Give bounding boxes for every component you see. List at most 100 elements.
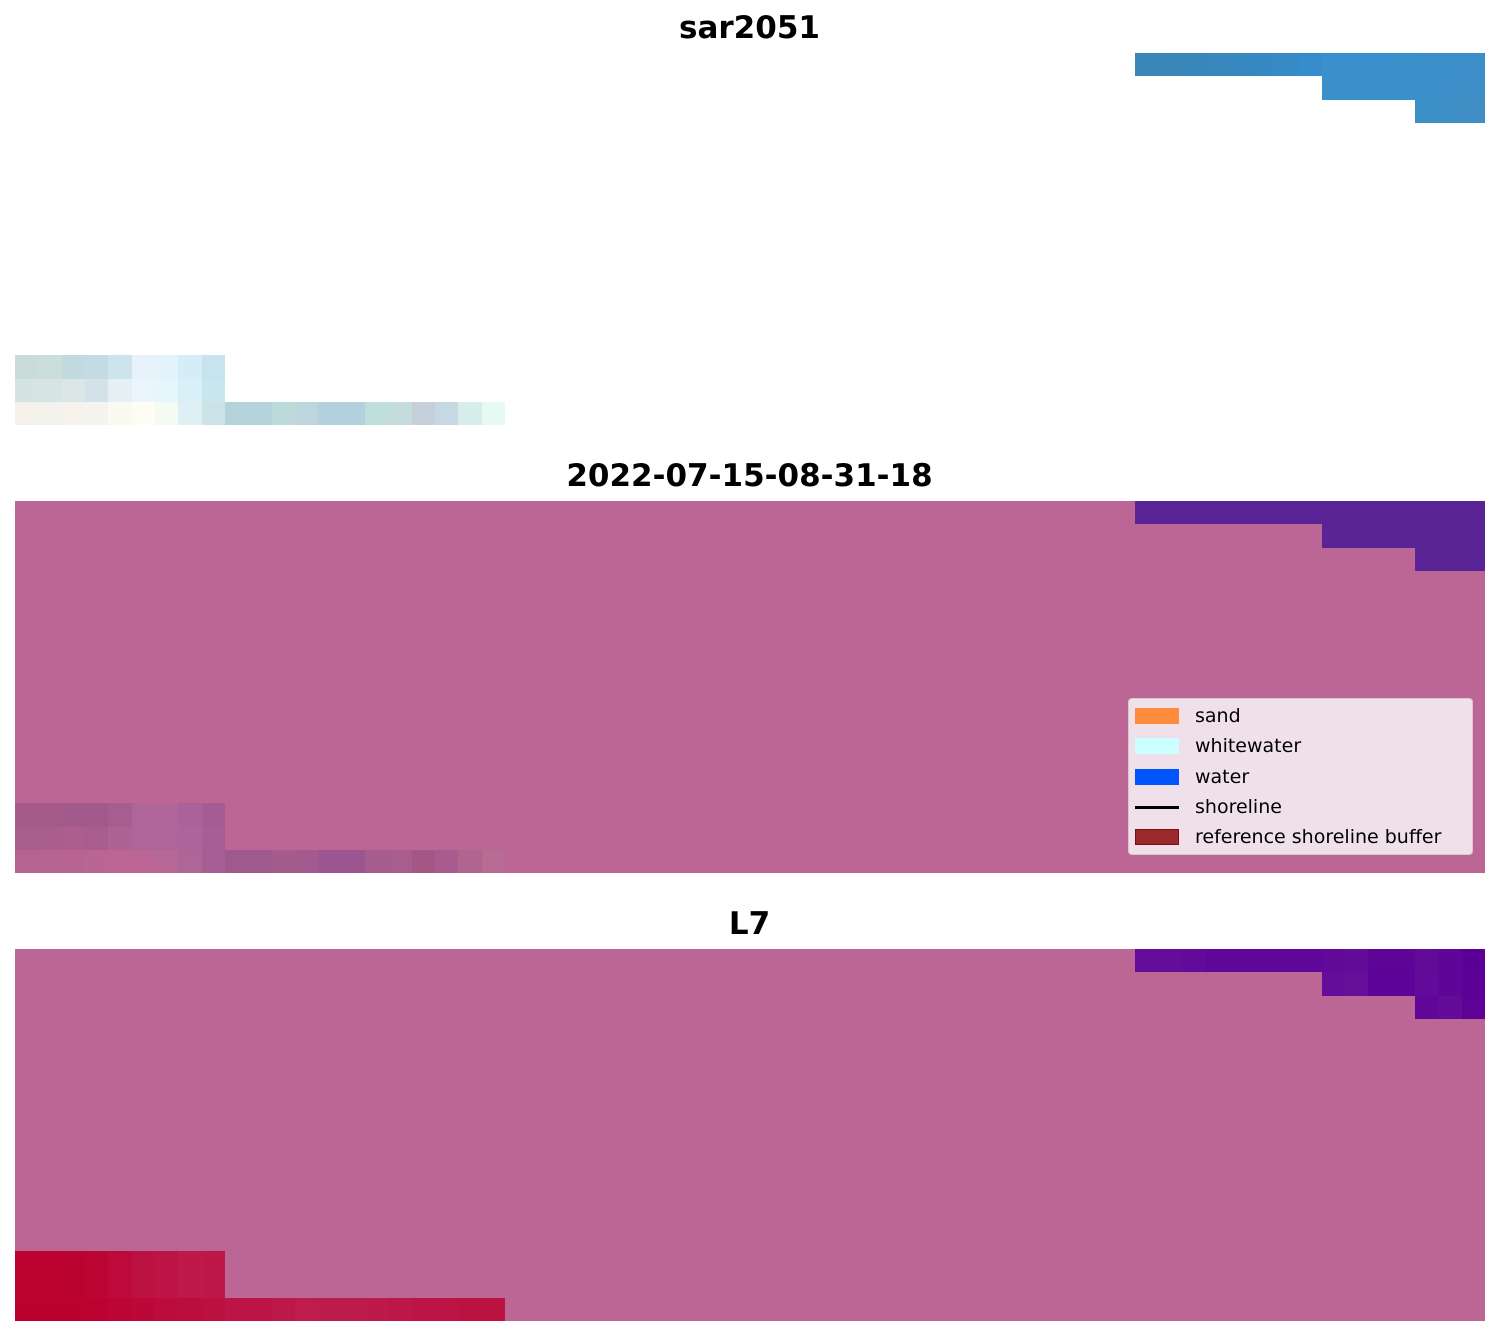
pixel-cell bbox=[15, 402, 38, 425]
pixel-cell bbox=[1182, 501, 1205, 524]
legend-label: reference shoreline buffer bbox=[1195, 826, 1442, 848]
pixel-cell bbox=[1368, 949, 1392, 972]
pixel-cell bbox=[1228, 501, 1252, 524]
pixel-cell bbox=[62, 1251, 85, 1275]
pixel-cell bbox=[155, 379, 178, 402]
pixel-cell bbox=[225, 402, 248, 425]
pixel-cell bbox=[178, 803, 202, 827]
pixel-cell bbox=[38, 355, 62, 379]
pixel-cell bbox=[318, 402, 342, 425]
pixel-cell bbox=[1438, 76, 1462, 100]
pixel-cell bbox=[1438, 501, 1462, 524]
buffer-swatch-icon bbox=[1135, 829, 1179, 845]
pixel-cell bbox=[15, 827, 38, 850]
pixel-cell bbox=[1158, 949, 1182, 972]
pixel-cell bbox=[1322, 76, 1345, 100]
pixel-cell bbox=[132, 1298, 155, 1321]
pixel-cell bbox=[1415, 100, 1438, 123]
pixel-cell bbox=[132, 850, 155, 873]
pixel-cell bbox=[1345, 972, 1368, 996]
pixel-cell bbox=[202, 402, 225, 425]
pixel-cell bbox=[132, 1251, 155, 1275]
pixel-cell bbox=[272, 402, 295, 425]
pixel-cell bbox=[38, 1251, 62, 1275]
pixel-cell bbox=[202, 379, 225, 402]
pixel-cell bbox=[1438, 996, 1462, 1019]
pixel-cell bbox=[1392, 53, 1415, 76]
pixel-cell bbox=[108, 1251, 132, 1275]
pixel-cell bbox=[85, 402, 108, 425]
pixel-cell bbox=[202, 803, 225, 827]
pixel-cell bbox=[155, 803, 178, 827]
pixel-cell bbox=[202, 1298, 225, 1321]
pixel-cell bbox=[225, 1298, 248, 1321]
pixel-cell bbox=[1158, 501, 1182, 524]
pixel-cell bbox=[132, 355, 155, 379]
pixel-cell bbox=[85, 355, 108, 379]
pixel-cell bbox=[365, 402, 388, 425]
pixel-cell bbox=[1462, 949, 1485, 972]
pixel-cell bbox=[1392, 76, 1415, 100]
panel-classified bbox=[15, 501, 1485, 873]
pixel-cell bbox=[1298, 501, 1322, 524]
pixel-cell bbox=[318, 850, 342, 873]
pixel-cell bbox=[1345, 949, 1368, 972]
pixel-cell bbox=[225, 850, 248, 873]
pixel-cell bbox=[458, 402, 482, 425]
pixel-cell bbox=[178, 379, 202, 402]
pixel-cell bbox=[272, 1298, 295, 1321]
pixel-cell bbox=[435, 850, 458, 873]
legend-label: whitewater bbox=[1195, 735, 1302, 757]
pixel-cell bbox=[1462, 100, 1485, 123]
pixel-cell bbox=[1228, 949, 1252, 972]
pixel-cell bbox=[248, 1298, 272, 1321]
pixel-cell bbox=[38, 850, 62, 873]
pixel-cell bbox=[1345, 76, 1368, 100]
pixel-cell bbox=[62, 850, 85, 873]
pixel-cell bbox=[85, 1298, 108, 1321]
pixel-cell bbox=[85, 1251, 108, 1275]
panel-title-sar: sar2051 bbox=[679, 10, 820, 46]
pixel-cell bbox=[202, 355, 225, 379]
pixel-cell bbox=[1438, 972, 1462, 996]
pixel-cell bbox=[155, 1298, 178, 1321]
pixel-cell bbox=[1182, 53, 1205, 76]
pixel-cell bbox=[1415, 949, 1438, 972]
pixel-cell bbox=[62, 379, 85, 402]
pixel-cell bbox=[108, 379, 132, 402]
pixel-cell bbox=[458, 850, 482, 873]
pixel-cell bbox=[1345, 501, 1368, 524]
pixel-cell bbox=[132, 803, 155, 827]
pixel-cell bbox=[108, 827, 132, 850]
pixel-cell bbox=[15, 850, 38, 873]
pixel-cell bbox=[482, 402, 505, 425]
pixel-cell bbox=[108, 803, 132, 827]
pixel-cell bbox=[482, 850, 505, 873]
pixel-cell bbox=[38, 402, 62, 425]
pixel-cell bbox=[1135, 501, 1158, 524]
pixel-cell bbox=[1415, 53, 1438, 76]
pixel-cell bbox=[1252, 949, 1275, 972]
pixel-cell bbox=[458, 1298, 482, 1321]
pixel-cell bbox=[62, 355, 85, 379]
pixel-cell bbox=[1368, 76, 1392, 100]
pixel-cell bbox=[178, 402, 202, 425]
pixel-cell bbox=[38, 827, 62, 850]
pixel-cell bbox=[412, 1298, 435, 1321]
pixel-cell bbox=[155, 850, 178, 873]
panel-title-l7: L7 bbox=[728, 906, 771, 942]
pixel-cell bbox=[1322, 501, 1345, 524]
pixel-cell bbox=[15, 1298, 38, 1321]
pixel-cell bbox=[1462, 501, 1485, 524]
pixel-cell bbox=[62, 1298, 85, 1321]
pixel-cell bbox=[15, 355, 38, 379]
pixel-cell bbox=[108, 1275, 132, 1298]
pixel-cell bbox=[38, 1275, 62, 1298]
pixel-cell bbox=[38, 1298, 62, 1321]
pixel-cell bbox=[38, 379, 62, 402]
legend-label: water bbox=[1195, 766, 1250, 788]
shoreline-line-icon bbox=[1135, 805, 1179, 809]
pixel-cell bbox=[1438, 100, 1462, 123]
pixel-cell bbox=[1345, 53, 1368, 76]
pixel-cell bbox=[412, 402, 435, 425]
